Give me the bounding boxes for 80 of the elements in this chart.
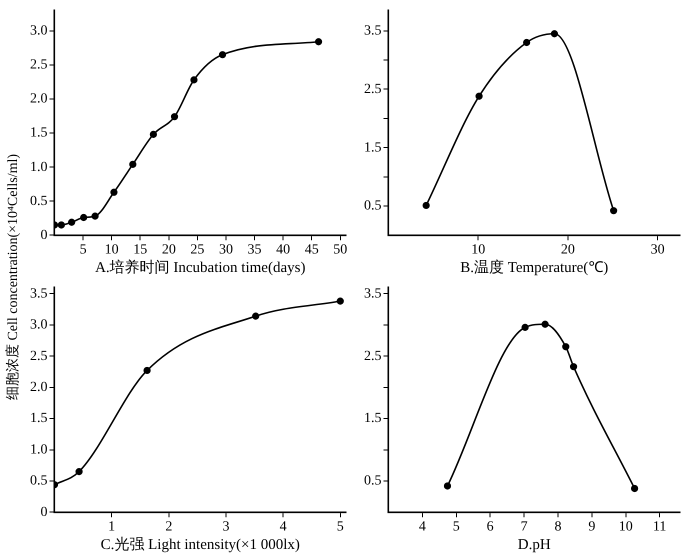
x-axis-title: B.温度 Temperature(℃) [460, 258, 608, 276]
x-tick-label: 5 [80, 242, 87, 258]
x-tick-label: 40 [276, 242, 290, 258]
x-tick-label: 50 [333, 242, 348, 258]
point [630, 484, 638, 492]
y-tick-label: 2.5 [30, 58, 48, 73]
y-tick-label: 0.5 [364, 198, 382, 214]
point [523, 38, 530, 46]
point [541, 320, 549, 328]
point [314, 38, 322, 46]
y-tick-label: 3.5 [364, 286, 382, 302]
x-tick-label: 10 [104, 242, 119, 258]
y-tick-label: 3.0 [30, 24, 48, 39]
y-tick-label: 0.5 [364, 474, 382, 489]
point [80, 214, 88, 222]
y-tick-label: 1.0 [30, 160, 48, 175]
point [143, 366, 151, 374]
point [91, 212, 99, 220]
y-tick-label: 0.5 [30, 194, 48, 209]
point [110, 188, 118, 196]
point [190, 76, 198, 84]
x-tick-label: 7 [520, 519, 528, 534]
point [218, 51, 226, 58]
point [150, 130, 157, 138]
y-tick-label: 0.5 [30, 474, 48, 489]
x-tick-label: 25 [190, 242, 204, 258]
x-tick-label: 15 [133, 242, 148, 258]
y-tick-label: 2.5 [364, 348, 382, 364]
y-tick-label: 3.5 [30, 286, 48, 302]
x-axis-title: A.培养时间 Incubation time(days) [95, 258, 306, 276]
x-tick-label: 35 [248, 242, 262, 258]
point [562, 343, 570, 350]
x-tick-label: 11 [652, 519, 666, 534]
point [336, 298, 344, 305]
point [170, 113, 178, 120]
y-tick-label: 1.0 [30, 442, 48, 458]
y-tick-label: 0 [40, 228, 48, 243]
point [68, 218, 76, 226]
x-tick-label: 1 [108, 519, 116, 534]
x-tick-label: 8 [554, 519, 562, 534]
x-tick-label: 4 [418, 519, 426, 534]
point [129, 160, 136, 168]
y-tick-label: 3.0 [30, 318, 48, 333]
x-axis-title: D.pH [518, 536, 551, 553]
y-tick-label: 1.5 [30, 126, 48, 141]
x-tick-label: 9 [588, 519, 596, 534]
point [610, 207, 618, 214]
y-tick-label: 1.5 [30, 411, 48, 426]
y-tick-label: 2.5 [30, 348, 48, 364]
x-tick-label: 45 [304, 242, 319, 258]
x-tick-label: 4 [280, 519, 287, 534]
y-tick-label: 3.5 [364, 24, 382, 39]
point [252, 312, 260, 320]
y-tick-label: 2.5 [364, 82, 382, 97]
x-tick-label: 5 [452, 519, 460, 534]
x-tick-label: 2 [165, 519, 172, 534]
x-tick-label: 30 [650, 242, 665, 258]
x-tick-label: 3 [222, 519, 230, 534]
point [570, 363, 578, 370]
y-tick-label: 1.5 [364, 411, 382, 426]
x-tick-label: 30 [218, 242, 233, 258]
x-tick-label: 6 [486, 519, 494, 534]
y-tick-label: 2.0 [30, 92, 48, 107]
x-tick-label: 20 [560, 242, 575, 258]
x-tick-label: 10 [471, 242, 486, 258]
x-tick-label: 20 [162, 242, 176, 258]
point [444, 482, 452, 490]
point [58, 221, 65, 229]
point [75, 468, 83, 476]
point [475, 92, 483, 100]
point [422, 202, 430, 210]
y-axis-title: 细胞浓度 Cell concentration(×10⁴Cells/ml) [4, 154, 22, 400]
point [522, 324, 529, 331]
point [550, 30, 558, 38]
x-tick-label: 5 [336, 519, 344, 534]
x-axis-title: C.光强 Light intensity(×1 000lx) [100, 536, 300, 553]
y-tick-label: 1.5 [364, 140, 382, 156]
x-tick-label: 10 [618, 519, 633, 534]
y-tick-label: 2.0 [30, 380, 48, 395]
y-tick-label: 0 [40, 504, 48, 520]
